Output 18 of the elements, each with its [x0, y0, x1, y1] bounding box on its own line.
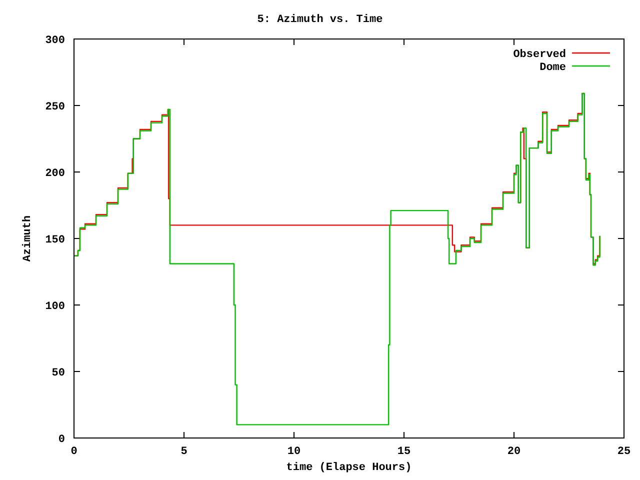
legend-label: Dome [540, 62, 566, 74]
x-tick-label: 25 [617, 446, 631, 458]
x-tick-label: 0 [70, 446, 78, 458]
y-axis-title: Azimuth [22, 215, 34, 262]
y-tick-label: 200 [45, 168, 65, 180]
y-tick-label: 250 [45, 102, 65, 114]
x-tick-label: 15 [397, 446, 411, 458]
x-tick-label: 5 [180, 446, 188, 458]
legend-label: Observed [513, 49, 566, 61]
x-tick-label: 20 [507, 446, 521, 458]
x-axis-title: time (Elapse Hours) [286, 462, 412, 474]
y-tick-label: 100 [45, 301, 65, 313]
y-tick-label: 0 [58, 434, 65, 446]
y-tick-label: 300 [45, 35, 65, 47]
x-tick-label: 10 [287, 446, 301, 458]
y-tick-label: 150 [45, 234, 65, 246]
chart-title: 5: Azimuth vs. Time [257, 14, 384, 26]
y-tick-label: 50 [52, 368, 65, 380]
